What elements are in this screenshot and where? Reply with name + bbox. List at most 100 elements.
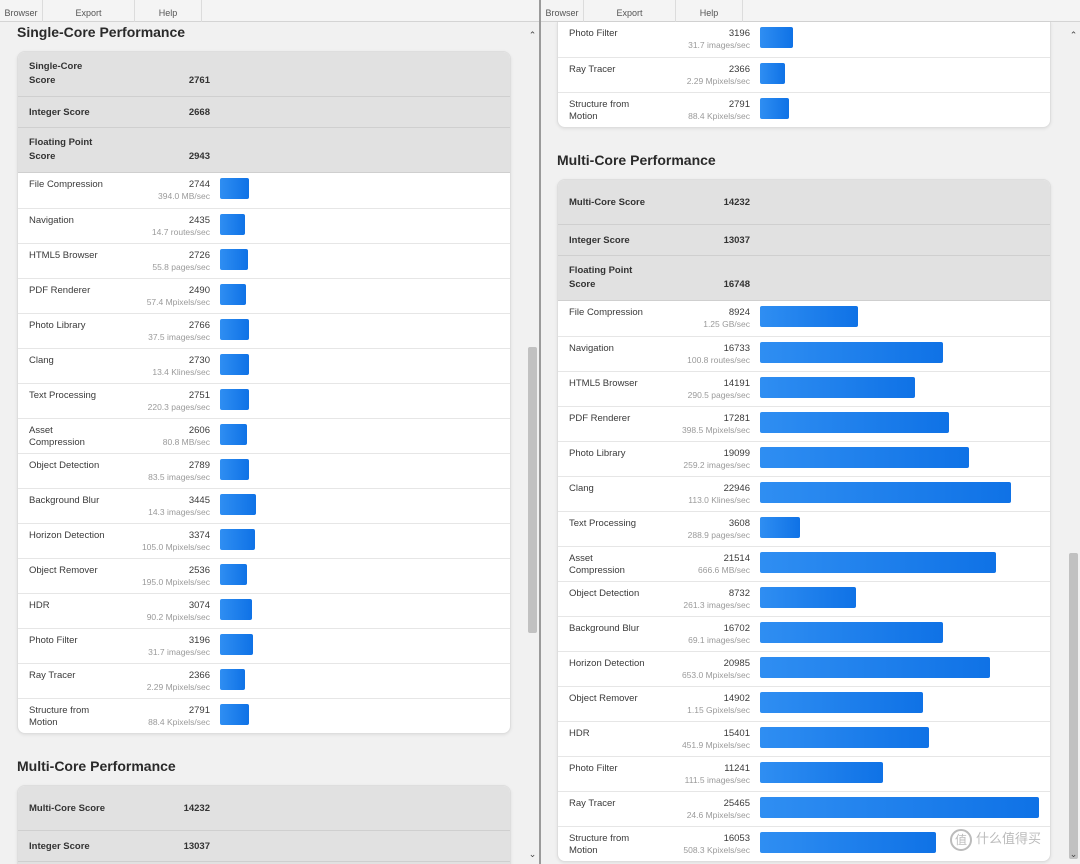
workload-score: 3608 [728, 518, 750, 529]
workload-unit: 398.5 Mpixels/sec [681, 425, 750, 435]
workload-unit: 37.5 images/sec [148, 332, 210, 342]
workload-unit: 653.0 Mpixels/sec [681, 670, 750, 680]
workload-unit: 288.9 pages/sec [687, 530, 750, 540]
workload-score-bar [760, 306, 858, 327]
multi-core-card: Multi-Core Score 14232 Integer Score 13037 F… [557, 179, 1051, 862]
scroll-up-icon[interactable]: ⌃ [1069, 30, 1078, 40]
workload-row: Structure from Motion 2791 88.4 Kpixels/sec [18, 698, 510, 733]
workload-name: Horizon Detection [569, 658, 645, 669]
summary-score: 13037 [183, 840, 210, 852]
workload-score: 15401 [723, 728, 750, 739]
workload-row: Navigation 2435 14.7 routes/sec [18, 208, 510, 243]
menu-bar: Browser Export Help [541, 0, 1080, 22]
left-scrollbar[interactable]: ⌃ ⌄ [526, 23, 539, 864]
workload-name: Background Blur [29, 495, 100, 506]
workload-name: Asset Compression [569, 553, 625, 576]
workload-name: Background Blur [569, 623, 640, 634]
summary-score: 16748 [723, 279, 750, 290]
scroll-thumb[interactable] [1069, 553, 1078, 859]
workload-score: 3445 [188, 495, 210, 506]
workload-name: Photo Library [29, 320, 86, 331]
workload-unit: 290.5 pages/sec [687, 390, 750, 400]
pane-divider[interactable] [539, 0, 541, 864]
watermark-logo-icon: 值 [950, 828, 972, 851]
workload-name: Clang [29, 355, 54, 366]
workload-score: 25465 [723, 798, 750, 809]
summary-score: 14232 [723, 196, 750, 208]
menu-help[interactable]: Help [135, 0, 202, 22]
right-scrollbar[interactable]: ⌃ ⌄ [1067, 23, 1080, 864]
scroll-down-icon[interactable]: ⌄ [1069, 849, 1078, 859]
workload-score: 14902 [723, 693, 750, 704]
menu-browser[interactable]: Browser [0, 0, 43, 22]
workload-row: Ray Tracer 2366 2.29 Mpixels/sec [558, 57, 1050, 92]
workload-name: HTML5 Browser [29, 250, 98, 261]
workload-row: Navigation 16733 100.8 routes/sec [558, 336, 1050, 371]
summary-score: 2761 [188, 75, 210, 86]
workload-score: 2726 [188, 250, 210, 261]
workload-row: Horizon Detection 3374 105.0 Mpixels/sec [18, 523, 510, 558]
workload-name: PDF Renderer [29, 285, 91, 296]
workload-score-bar [760, 482, 1011, 503]
workload-unit: 1.15 Gpixels/sec [687, 705, 750, 715]
workload-name: Object Detection [569, 588, 640, 599]
workload-score: 16733 [723, 343, 750, 354]
workload-row: Clang 2730 13.4 Klines/sec [18, 348, 510, 383]
summary-label: Integer Score [29, 840, 90, 852]
workload-name: Navigation [569, 343, 614, 354]
menu-browser[interactable]: Browser [541, 0, 584, 22]
workload-score-bar [220, 634, 253, 655]
workload-row: Background Blur 16702 69.1 images/sec [558, 616, 1050, 651]
workload-row: Photo Filter 3196 31.7 images/sec [18, 628, 510, 663]
workload-score-bar [760, 63, 785, 84]
workload-row: Asset Compression 21514 666.6 MB/sec [558, 546, 1050, 581]
workload-score-bar [220, 529, 255, 550]
workload-score: 2366 [188, 670, 210, 681]
scroll-down-icon[interactable]: ⌄ [528, 849, 537, 859]
workload-row: Photo Library 19099 259.2 images/sec [558, 441, 1050, 476]
workload-score: 14191 [723, 378, 750, 389]
workload-name: File Compression [569, 307, 643, 318]
workload-score: 2766 [188, 320, 210, 331]
workload-score: 3374 [188, 530, 210, 541]
workload-score: 19099 [723, 448, 750, 459]
workload-score-bar [220, 178, 249, 199]
workload-row: HDR 3074 90.2 Mpixels/sec [18, 593, 510, 628]
summary-label: Multi-Core Score [569, 196, 646, 208]
workload-unit: 2.29 Mpixels/sec [146, 682, 210, 692]
workload-unit: 259.2 images/sec [683, 460, 750, 470]
workload-name: HTML5 Browser [569, 378, 638, 389]
summary-label: Integer Score [29, 106, 90, 118]
workload-score: 8924 [728, 307, 750, 318]
workload-score-bar [760, 727, 929, 748]
menu-help[interactable]: Help [676, 0, 743, 22]
right-pane: Browser Export Help Photo Filter 3196 31.7… [541, 0, 1080, 864]
workload-score-bar [760, 692, 923, 713]
workload-unit: 113.0 Klines/sec [688, 495, 750, 505]
menu-export[interactable]: Export [43, 0, 135, 22]
workload-score: 16702 [723, 623, 750, 634]
summary-label: Multi-Core Score [29, 802, 106, 814]
summary-row: Multi-Core Score 14232 [558, 180, 1050, 225]
right-content: Photo Filter 3196 31.7 images/sec Ray Trace… [541, 22, 1080, 864]
summary-score: 2943 [188, 151, 210, 162]
workload-unit: 14.7 routes/sec [151, 227, 210, 237]
scroll-thumb[interactable] [528, 347, 537, 633]
workload-score-bar [760, 762, 883, 783]
workload-unit: 13.4 Klines/sec [152, 367, 210, 377]
workload-row: Object Detection 8732 261.3 images/sec [558, 581, 1050, 616]
workload-score-bar [220, 564, 247, 585]
workload-name: Asset Compression [29, 425, 85, 448]
watermark-text: 什么值得买 [976, 831, 1042, 846]
workload-name: Ray Tracer [569, 64, 616, 75]
workload-name: Horizon Detection [29, 530, 105, 541]
workload-score: 2435 [188, 215, 210, 226]
workload-name: Ray Tracer [569, 798, 616, 809]
menu-export[interactable]: Export [584, 0, 676, 22]
workload-row: PDF Renderer 2490 57.4 Mpixels/sec [18, 278, 510, 313]
scroll-up-icon[interactable]: ⌃ [528, 30, 537, 40]
workload-row: Structure from Motion 16053 508.3 Kpixels/s… [558, 826, 1050, 861]
workload-unit: 83.5 images/sec [148, 472, 210, 482]
single-core-card: Single-Core Score 2761 Integer Score 2668 Flo… [17, 51, 511, 734]
